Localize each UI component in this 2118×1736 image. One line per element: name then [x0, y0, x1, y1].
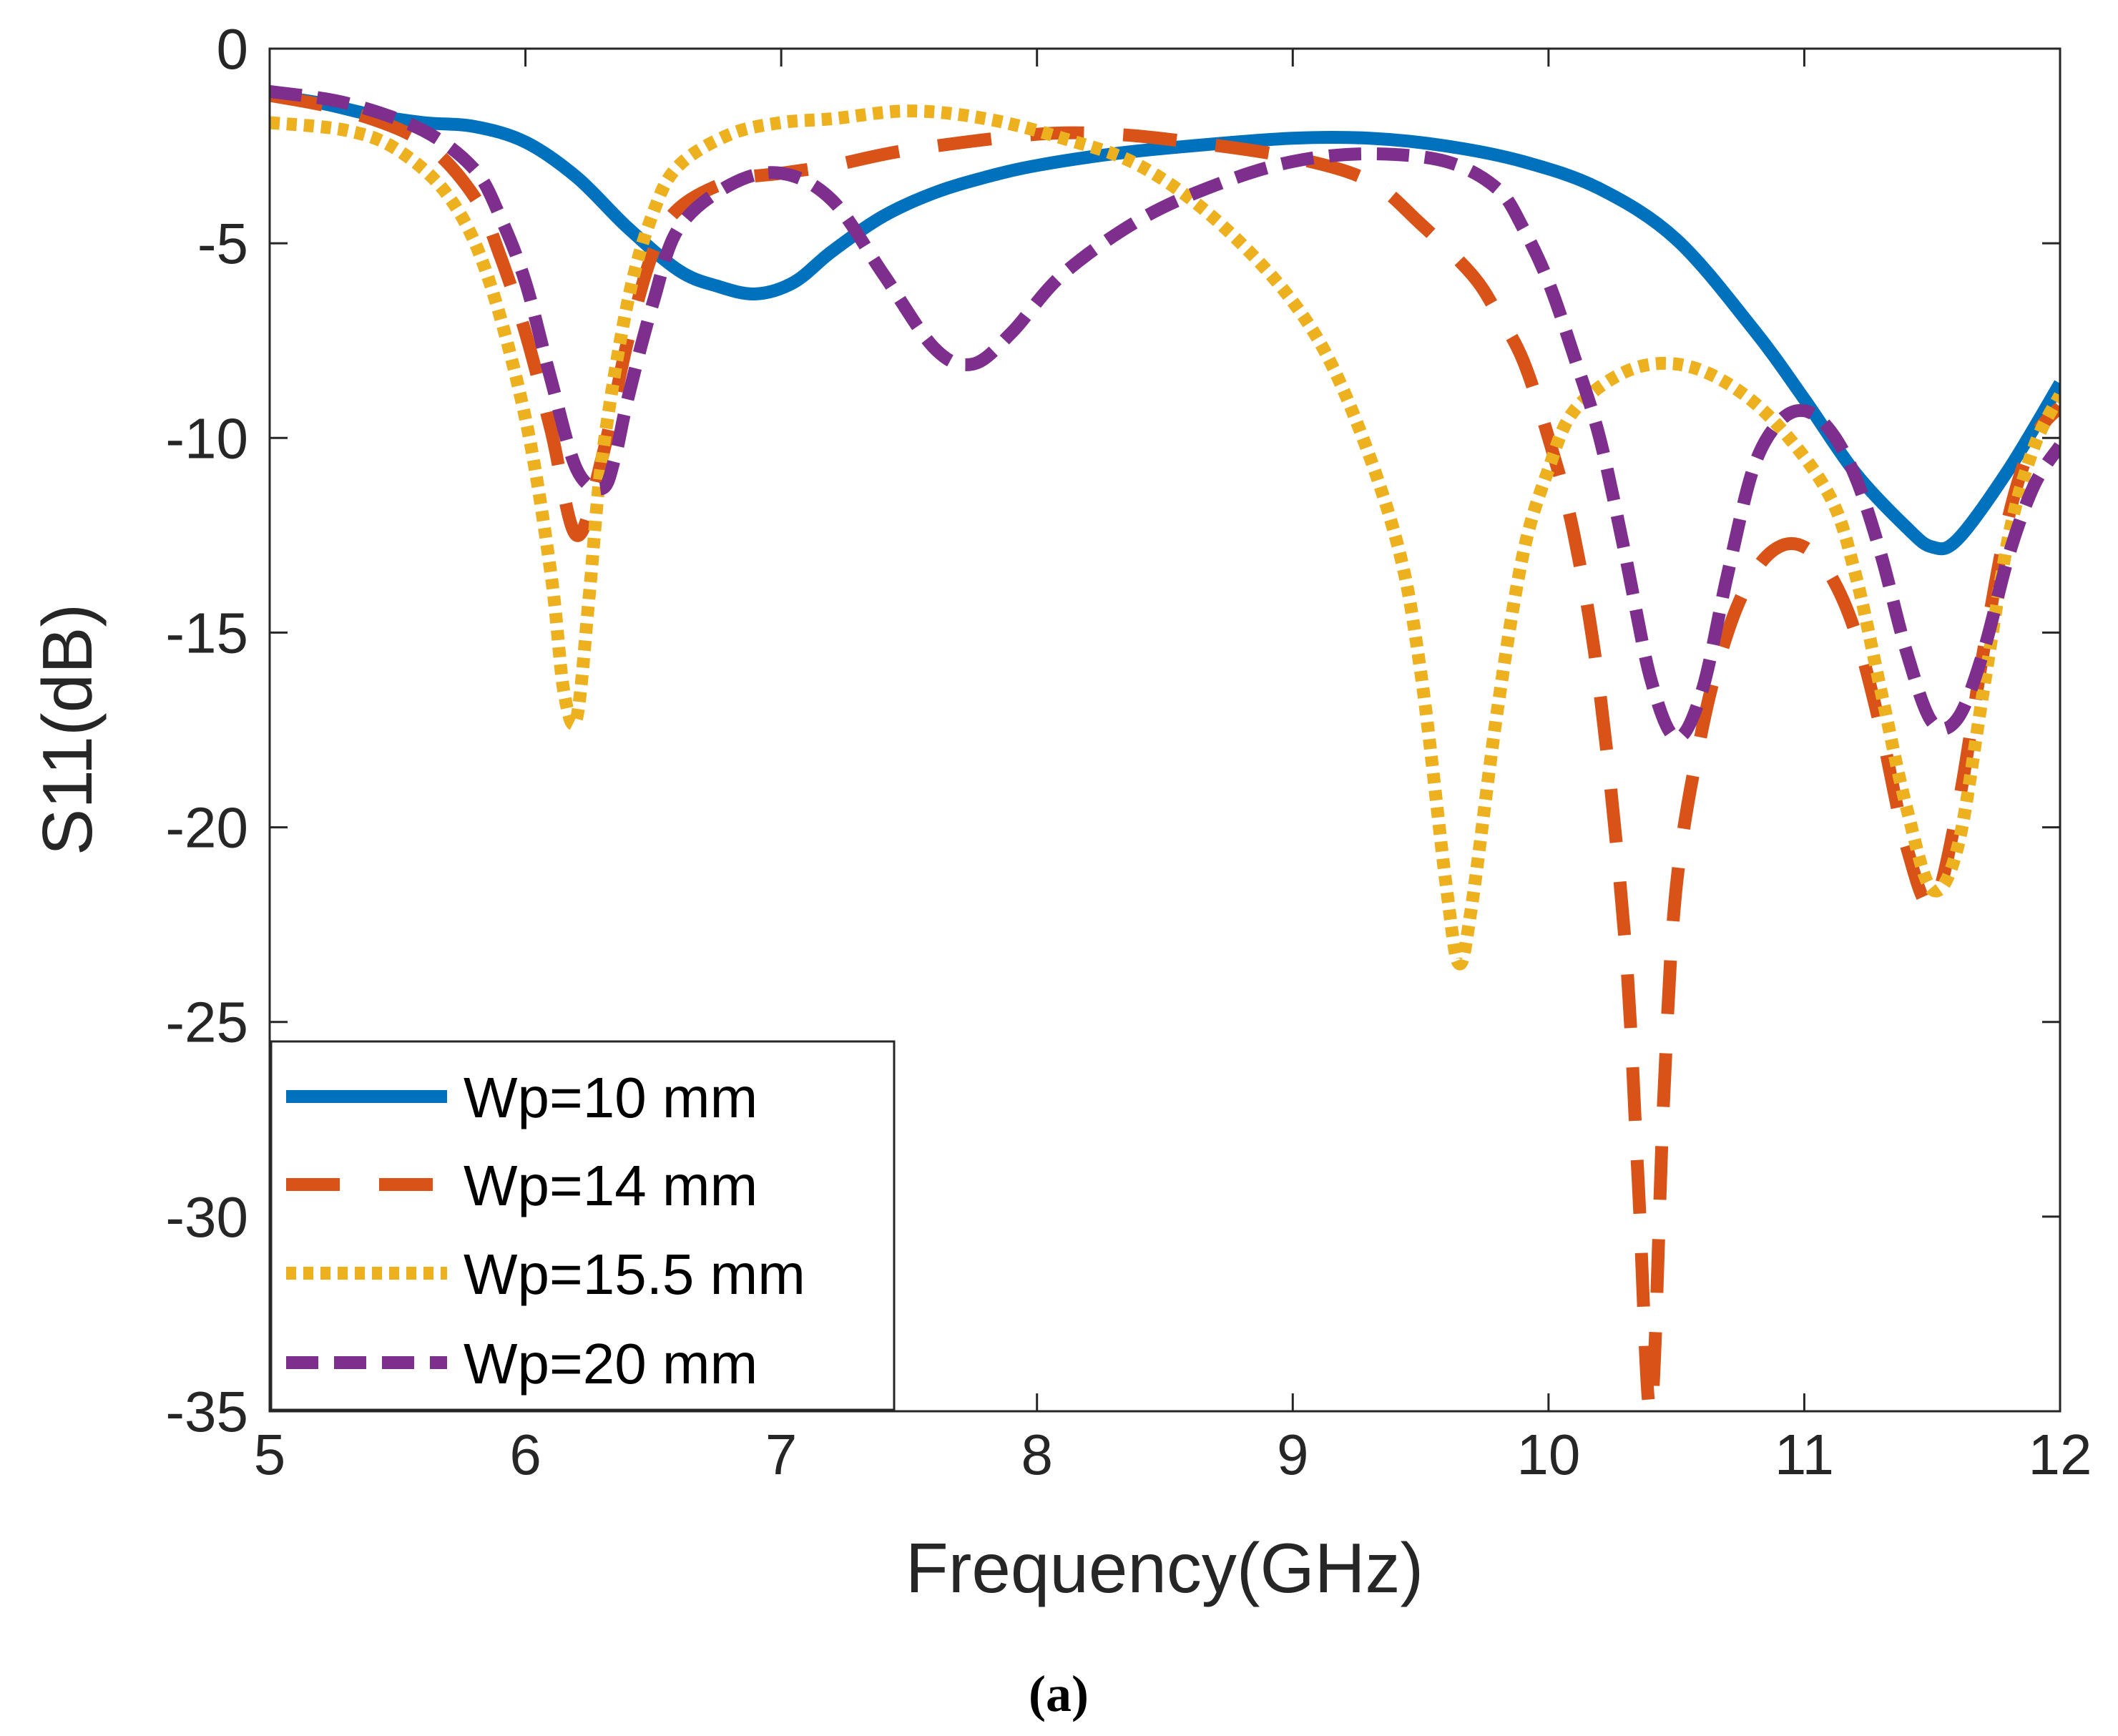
plot-frame: [268, 47, 2061, 1413]
y-tick-label: -20: [165, 796, 248, 860]
x-tick-label: 9: [1277, 1423, 1309, 1486]
legend: Wp=10 mm Wp=14 mm Wp=15.5 mm Wp=20 mm: [270, 1040, 896, 1411]
x-tick-label: 7: [765, 1423, 798, 1486]
series-line-wp-10-mm: [270, 89, 2060, 556]
x-tick-label: 12: [2029, 1423, 2092, 1486]
x-tick-label: 5: [254, 1423, 286, 1486]
y-tick-label: -15: [165, 601, 248, 665]
y-tick-label: -10: [165, 406, 248, 470]
legend-label-wp14: Wp=14 mm: [464, 1154, 758, 1217]
legend-label-wp20: Wp=20 mm: [464, 1332, 758, 1396]
y-axis-label: S11(dB): [28, 604, 107, 855]
x-tick-label: 6: [509, 1423, 541, 1486]
series-line-wp-15-5-mm: [270, 104, 2060, 971]
y-tick-label: 0: [217, 17, 249, 81]
legend-label-wp15-5: Wp=15.5 mm: [464, 1242, 805, 1306]
y-tick-label: -30: [165, 1185, 248, 1249]
figure-caption: (a): [1029, 1665, 1089, 1722]
x-tick-label: 11: [1775, 1423, 1834, 1486]
x-tick-label: 8: [1021, 1423, 1053, 1486]
series-line-wp-20-mm: [270, 84, 2060, 745]
y-tick-label: -25: [165, 991, 248, 1054]
x-axis-label: Frequency(GHz): [906, 1529, 1423, 1607]
y-tick-label: -5: [197, 212, 248, 275]
x-tick-label: 10: [1516, 1423, 1580, 1486]
y-tick-label: -35: [165, 1380, 248, 1443]
legend-label-wp10: Wp=10 mm: [464, 1066, 758, 1129]
series-layer: [270, 84, 2060, 1411]
